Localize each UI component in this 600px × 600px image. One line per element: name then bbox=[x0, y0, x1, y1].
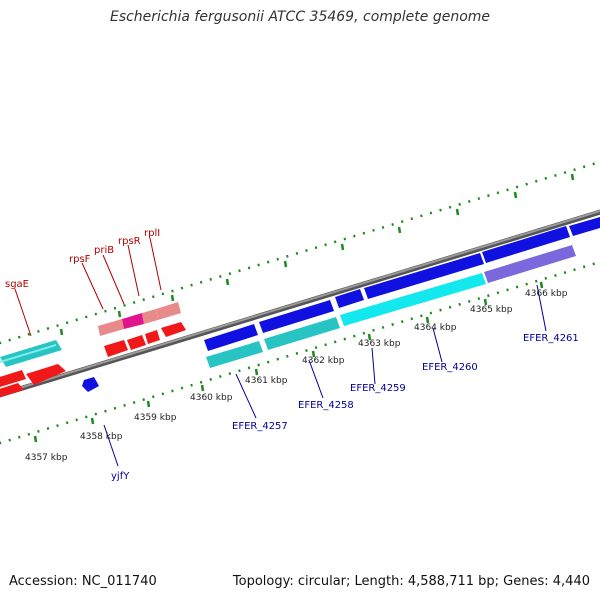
gene-blue-4260 bbox=[482, 226, 570, 263]
scale-label-4365: 4365 kbp bbox=[470, 305, 513, 315]
gene-blue-4258 bbox=[259, 300, 334, 333]
gene-red-cluster-2 bbox=[127, 335, 146, 350]
gene-label-sgaE: sgaE bbox=[5, 279, 29, 290]
gene-red-cluster-1 bbox=[104, 340, 128, 357]
gene-label-rplI: rplI bbox=[144, 228, 160, 239]
scale-label-4357: 4357 kbp bbox=[25, 453, 68, 463]
gene-label-EFER_4259: EFER_4259 bbox=[350, 383, 406, 394]
scale-label-4358: 4358 kbp bbox=[80, 432, 123, 442]
gene-label-EFER_4260: EFER_4260 bbox=[422, 362, 478, 373]
gene-sgaE-strand bbox=[0, 344, 56, 363]
scale-label-4362: 4362 kbp bbox=[302, 356, 345, 366]
scale-label-4359: 4359 kbp bbox=[134, 413, 177, 423]
scale-label-4366: 4366 kbp bbox=[525, 289, 568, 299]
gene-red-left-3 bbox=[0, 383, 24, 398]
gene-red-left-1 bbox=[0, 370, 26, 387]
gene-red-cluster-4 bbox=[161, 322, 186, 337]
scale-label-4364: 4364 kbp bbox=[414, 323, 457, 333]
gene-label-priB: priB bbox=[94, 245, 114, 256]
leader-lines-bottom bbox=[103, 284, 547, 467]
gene-cyan-4257 bbox=[206, 341, 263, 368]
gene-label-EFER_4261: EFER_4261 bbox=[523, 333, 579, 344]
accession-text: Accession: NC_011740 bbox=[9, 574, 157, 589]
genome-summary-text: Topology: circular; Length: 4,588,711 bp… bbox=[232, 574, 590, 589]
gene-label-EFER_4257: EFER_4257 bbox=[232, 421, 288, 432]
bottom-tick-row bbox=[0, 260, 600, 445]
major-ticks-top bbox=[59, 173, 575, 336]
gene-red-left-2 bbox=[26, 364, 66, 385]
gene-rplI bbox=[156, 302, 181, 320]
gene-label-rpsF: rpsF bbox=[69, 254, 91, 265]
scale-label-4360: 4360 kbp bbox=[190, 393, 233, 403]
scale-label-4363: 4363 kbp bbox=[358, 339, 401, 349]
map-title: Escherichia fergusonii ATCC 35469, compl… bbox=[109, 9, 491, 25]
gene-blue-4259 bbox=[364, 253, 484, 299]
gene-blue-small bbox=[82, 377, 99, 392]
gene-blue-4257 bbox=[204, 324, 258, 351]
gene-label-rpsR: rpsR bbox=[118, 236, 141, 247]
gene-red-cluster-3 bbox=[145, 330, 160, 344]
gene-priB bbox=[122, 313, 144, 329]
gene-purple-4260 bbox=[484, 245, 576, 283]
gene-blue-4261 bbox=[569, 217, 600, 236]
gene-aqua-4259 bbox=[340, 273, 486, 326]
gene-label-EFER_4258: EFER_4258 bbox=[298, 400, 354, 411]
gene-rpsR bbox=[142, 309, 158, 324]
gene-rpsF bbox=[98, 319, 124, 336]
gene-cyan-4258 bbox=[264, 317, 340, 350]
leader-lines-top bbox=[14, 237, 162, 337]
major-ticks-bottom bbox=[33, 281, 544, 443]
gene-label-yjfY: yjfY bbox=[111, 471, 130, 482]
gene-blue-4259a bbox=[335, 289, 364, 308]
scale-label-4361: 4361 kbp bbox=[245, 376, 288, 386]
